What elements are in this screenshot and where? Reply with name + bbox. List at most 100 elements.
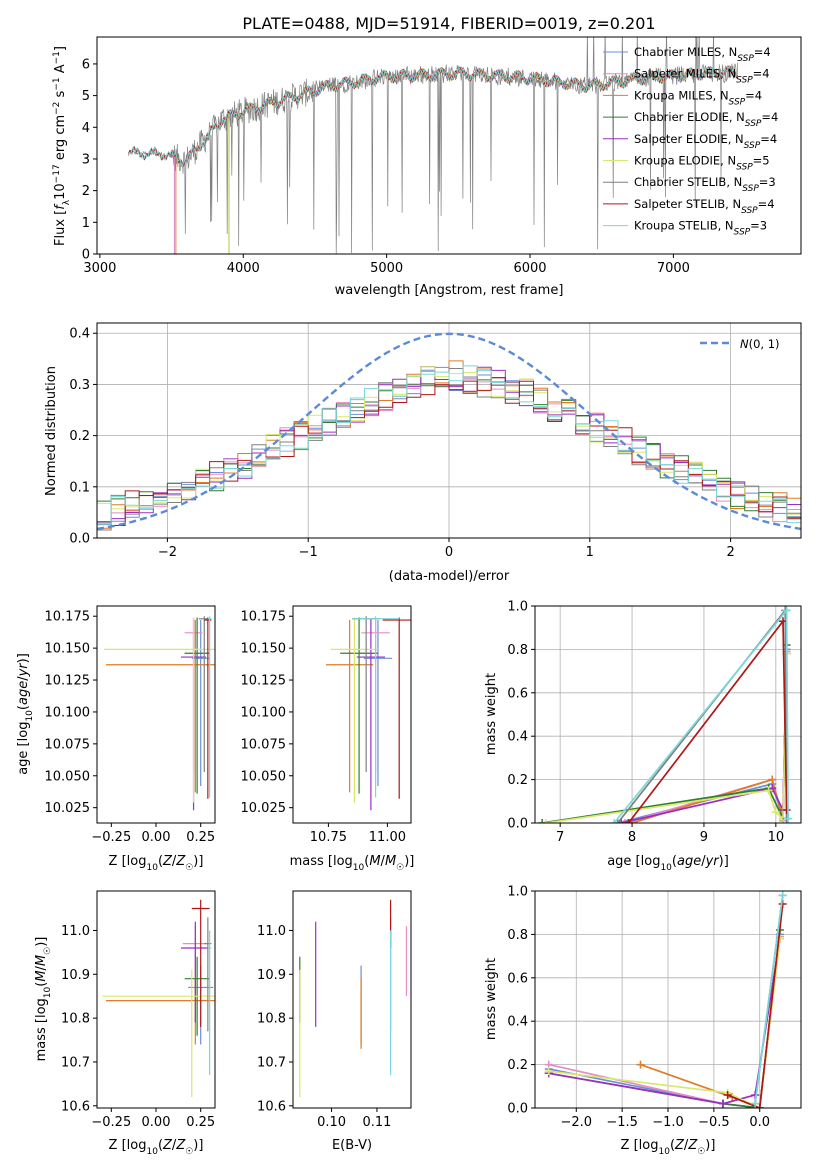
residuals-x-label: (data-model)/error: [389, 569, 510, 584]
massweight_vs_age-xtick-label: 7: [556, 830, 564, 845]
mass_vs_Z-axes: −0.25 0.00 0.25 10.6 10.7 10.8 10.9 11.0: [61, 890, 216, 1130]
age_vs_Z-ytick-label: 10.100: [45, 705, 91, 720]
massweight_vs_Z-plot-area: [544, 891, 787, 1108]
massweight_vs_Z-marker-5: [719, 1099, 728, 1108]
mass_vs_Z-ytick-label: 10.8: [61, 1012, 90, 1027]
massweight_vs_Z-axes: −2.0 −1.5 −1.0 −0.5 0.0 0.0 0.2 0.4 0.6 0.8 1.0: [507, 885, 802, 1130]
spectrum-axes: 3000 4000 5000 6000 7000 0 1 2 3 4 5 6: [82, 36, 802, 276]
massweight_vs_Z-line-3: [640, 938, 781, 1108]
spectrum-xtick-label: 3000: [83, 261, 116, 276]
massweight_vs_Z-ytick-label: 0.8: [507, 928, 528, 943]
massweight_vs_Z-grid: [535, 890, 801, 1109]
massweight_vs_age-marker-2: [620, 819, 629, 823]
residuals-xtick-label: 1: [586, 545, 594, 560]
mass_vs_ebv-axes: 0.10 0.11 10.6 10.7 10.8 10.9 11.0: [257, 890, 412, 1130]
mass-vs-Z-y-label: mass [log10(M/M☉)]: [34, 937, 53, 1062]
residuals-ytick-label: 0.1: [69, 480, 90, 495]
massweight_vs_Z-xtick-label: −2.0: [560, 1115, 592, 1130]
massweight_vs_Z-marker-9: [778, 891, 787, 900]
massweight_vs_age-marker-9: [784, 814, 793, 823]
massweight_vs_age-axes: 7 8 9 10 0.0 0.2 0.4 0.6 0.8 1.0: [507, 600, 802, 845]
massweight_vs_age-xtick-label: 10: [768, 830, 785, 845]
mass_vs_ebv-ytick-label: 10.8: [257, 1012, 286, 1027]
legend-label-1: Chabrier MILES, NSSP=4: [634, 45, 771, 64]
residual-histogram-9: [97, 365, 801, 526]
age_vs_mass-axis-frame: [292, 605, 412, 824]
massweight_vs_Z-xtick-label: −1.5: [606, 1115, 638, 1130]
massweight_vs_age-marker-6: [771, 808, 780, 817]
mass_vs_Z-xtick-label: 0.25: [186, 1115, 215, 1130]
massweight-age-x-label: age [log10(age/yr)]: [607, 854, 729, 873]
mass_vs_ebv-ytick-label: 11.0: [257, 924, 286, 939]
age_vs_Z-ytick-label: 10.050: [45, 769, 91, 784]
residuals-frame: −2 −1 0 1 2 0.0 0.1 0.2 0.3 0.4: [69, 322, 802, 560]
residuals-xtick-label: −1: [299, 545, 318, 560]
legend-label-8: Salpeter STELIB, NSSP=4: [634, 197, 775, 216]
residuals-ytick-label: 0.0: [69, 532, 90, 547]
massweight_vs_age-xtick-label: 9: [700, 830, 708, 845]
normal-reference-curve: [97, 332, 801, 531]
massweight_vs_age-marker-9: [782, 606, 791, 615]
massweight_vs_age-marker-3: [768, 775, 777, 784]
massweight_vs_Z-frame: −2.0 −1.5 −1.0 −0.5 0.0 0.0 0.2 0.4 0.6 0.8 1.0: [507, 885, 802, 1130]
mass_vs_Z-ytick-label: 11.0: [61, 924, 90, 939]
massweight_vs_Z-marker-9: [751, 1099, 760, 1108]
massweight_vs_age-marker-8: [624, 819, 633, 823]
massweight_vs_Z-line-4: [548, 930, 781, 1108]
age_vs_mass-ytick-label: 10.075: [241, 737, 287, 752]
mass-vs-Z-x-label: Z [log10(Z/Z☉)]: [109, 1138, 204, 1157]
massweight_vs_age-xtick-label: 8: [628, 830, 636, 845]
spectrum-ytick-label: 5: [82, 89, 90, 104]
massweight_vs_age-ytick-label: 0.2: [507, 773, 528, 788]
massweight_vs_age-marker-7: [613, 819, 622, 823]
age_vs_mass-ytick-label: 10.100: [241, 705, 287, 720]
residuals-xtick-label: 2: [726, 545, 734, 560]
figure-title: PLATE=0488, MJD=51914, FIBERID=0019, z=0…: [242, 14, 655, 33]
mass_vs_ebv-axis-frame: [292, 890, 412, 1109]
massweight_vs_Z-ytick-label: 0.2: [507, 1058, 528, 1073]
residuals-ytick-label: 0.4: [69, 327, 90, 342]
massweight_vs_age-line-8: [627, 618, 788, 823]
age_vs_Z-ytick-label: 10.125: [45, 674, 91, 689]
age_vs_Z-ytick-label: 10.025: [45, 801, 91, 816]
spectrum-xtick-label: 6000: [513, 261, 546, 276]
legend-label-2: Salpeter MILES, NSSP=4: [634, 67, 770, 86]
age_vs_Z-axis-frame: [96, 605, 216, 824]
massweight_vs_age-ytick-label: 0.0: [507, 817, 528, 832]
age_vs_mass-frame: 10.75 11.00 10.025 10.050 10.075 10.100 10.125…: [241, 605, 412, 845]
age_vs_Z-ytick-label: 10.150: [45, 642, 91, 657]
age-vs-mass-x-label: mass [log10(M/M☉)]: [290, 854, 415, 873]
age_vs_Z-plot-area: [104, 616, 215, 811]
residuals-ytick-label: 0.2: [69, 429, 90, 444]
mass_vs_ebv-ytick-label: 10.9: [257, 968, 286, 983]
spectrum-model-9: [128, 65, 739, 168]
residuals-y-label: Normed distribution: [44, 366, 59, 496]
spectrum-ytick-label: 3: [82, 152, 90, 167]
age_vs_mass-ytick-label: 10.125: [241, 674, 287, 689]
age_vs_mass-ytick-label: 10.050: [241, 769, 287, 784]
spectrum-ytick-label: 0: [82, 248, 90, 263]
residuals-axes: −2 −1 0 1 2 0.0 0.1 0.2 0.3 0.4: [69, 322, 802, 560]
residuals-grid: [97, 323, 801, 539]
age_vs_Z-xtick-label: 0.00: [142, 830, 171, 845]
massweight_vs_Z-marker-8: [755, 1104, 764, 1108]
massweight_vs_Z-line-9: [754, 895, 784, 1104]
spectrum-xtick-label: 5000: [370, 261, 403, 276]
spectrum-ytick-label: 4: [82, 121, 90, 136]
massweight_vs_age-marker-6: [541, 819, 550, 823]
massweight_vs_age-line-6: [545, 653, 788, 823]
age_vs_Z-xtick-label: 0.25: [186, 830, 215, 845]
massweight_vs_Z-line-8: [727, 903, 784, 1108]
spectrum-ytick-label: 1: [82, 216, 90, 231]
massweight_vs_age-marker-4: [538, 819, 547, 823]
massweight_vs_age-marker-8: [779, 617, 788, 626]
age_vs_Z-xtick-label: −0.25: [91, 830, 131, 845]
mass_vs_Z-plot-area: [102, 899, 215, 1098]
age_vs_mass-xtick-label: 10.75: [310, 830, 347, 845]
massweight_vs_age-frame: 7 8 9 10 0.0 0.2 0.4 0.6 0.8 1.0: [507, 600, 802, 845]
age_vs_mass-plot-area: [326, 616, 411, 811]
mass_vs_Z-frame: −0.25 0.00 0.25 10.6 10.7 10.8 10.9 11.0: [61, 890, 216, 1130]
legend-label-3: Kroupa MILES, NSSP=4: [634, 88, 762, 107]
legend-label-4: Chabrier ELODIE, NSSP=4: [634, 110, 778, 129]
age-vs-Z-x-label: Z [log10(Z/Z☉)]: [109, 854, 204, 873]
